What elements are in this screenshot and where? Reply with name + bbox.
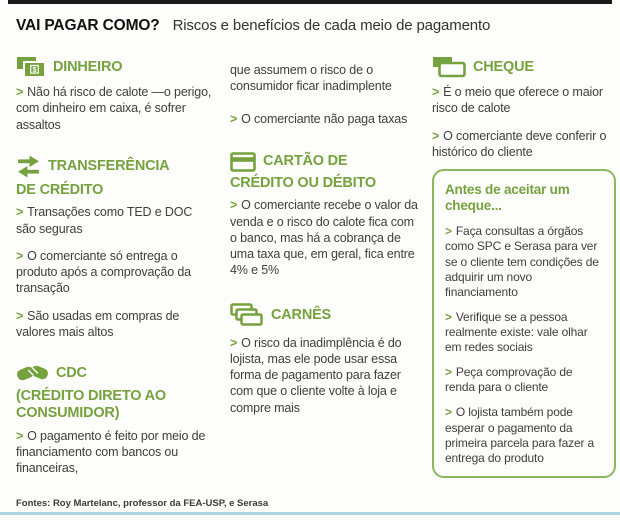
section-carnes: CARNÊS > O risco da inadimplência é do lo… <box>230 302 418 416</box>
booklets-icon <box>230 302 264 329</box>
section-title-cheque: CHEQUE <box>473 58 534 75</box>
bullet-item: > É o meio que oferece o maior risco de c… <box>432 84 616 117</box>
section-title-carnes: CARNÊS <box>271 307 332 324</box>
transfer-arrows-icon <box>16 154 41 179</box>
page-title: VAI PAGAR COMO? <box>16 17 160 34</box>
section-transferencia: TRANSFERÊNCIA DE CRÉDITO > Transações com… <box>16 154 214 340</box>
bullet-item: > Não há risco de calote —o perigo, com d… <box>16 84 214 133</box>
item-text: O comerciante deve conferir o histórico … <box>432 128 607 159</box>
item-text: Faça consultas a órgãos como SPC e Seras… <box>445 224 599 299</box>
bullet-item: > O comerciante recebe o valor da venda e… <box>230 197 418 278</box>
bullet-item: > O comerciante não paga taxas <box>230 111 418 127</box>
section-title-cdc: CDC <box>56 364 87 381</box>
cheque-tips-box: Antes de aceitar um cheque... > Faça cons… <box>432 169 616 478</box>
bullet-item: > Faça consultas a órgãos como SPC e Sera… <box>445 224 604 300</box>
bullet-icon: > <box>432 128 440 143</box>
cdc-continuation-text: que assumem o risco de o consumidor fica… <box>230 62 418 95</box>
bullet-icon: > <box>445 405 452 420</box>
column-1: $ DINHEIRO > Não há risco de calote —o pe… <box>16 56 214 497</box>
bullet-icon: > <box>16 85 24 99</box>
item-text: Peça comprovação de renda para o cliente <box>445 365 573 395</box>
bullet-icon: > <box>230 198 238 213</box>
bullet-icon: > <box>230 335 238 350</box>
bullet-item: > São usadas em compras de valores mais a… <box>16 308 214 341</box>
section-cheque: CHEQUE > É o meio que oferece o maior ris… <box>432 56 616 160</box>
bullet-item: > O comerciante só entrega o produto após… <box>16 248 214 297</box>
cheques-icon <box>432 56 466 78</box>
page-subtitle: Riscos e benefícios de cada meio de paga… <box>172 17 491 34</box>
item-text: Verifique se a pessoa realmente existe: … <box>445 309 588 355</box>
bullet-item: > O risco da inadimplência é do lojista, … <box>230 335 418 416</box>
section-title-cartao: CARTÃO DE <box>263 153 348 170</box>
bullet-icon: > <box>16 205 24 220</box>
handshake-icon <box>16 361 49 385</box>
section-dinheiro: $ DINHEIRO > Não há risco de calote —o pe… <box>16 56 214 133</box>
bullet-icon: > <box>445 309 452 324</box>
money-icon: $ <box>16 56 46 78</box>
bullet-icon: > <box>230 111 238 126</box>
credit-card-icon <box>230 151 256 172</box>
section-title-cartao-line2: CRÉDITO OU DÉBITO <box>230 174 376 191</box>
item-text: É o meio que oferece o maior risco de ca… <box>432 85 603 116</box>
svg-text:$: $ <box>33 67 37 74</box>
item-text: que assumem o risco de o consumidor fica… <box>230 63 392 94</box>
column-3: CHEQUE > É o meio que oferece o maior ris… <box>432 56 616 478</box>
item-text: Transações como TED e DOC são seguras <box>16 205 193 236</box>
bullet-icon: > <box>16 248 24 263</box>
item-text: O comerciante recebe o valor da venda e … <box>230 198 418 278</box>
tips-box-title: Antes de aceitar um cheque... <box>445 182 570 214</box>
bullet-icon: > <box>16 428 24 443</box>
section-cartao: CARTÃO DE CRÉDITO OU DÉBITO > O comercian… <box>230 151 418 279</box>
section-title-cdc-line2: (CRÉDITO DIRETO AO CONSUMIDOR) <box>16 388 167 421</box>
top-rule <box>8 0 612 4</box>
bullet-icon: > <box>16 308 24 323</box>
item-text: Não há risco de calote —o perigo, com di… <box>16 85 212 132</box>
bottom-rule <box>0 512 620 515</box>
item-text: O comerciante não paga taxas <box>241 111 408 126</box>
bullet-icon: > <box>432 85 440 99</box>
item-text: O comerciante só entrega o produto após … <box>16 248 191 296</box>
item-text: São usadas em compras de valores mais al… <box>16 308 180 339</box>
bullet-item: > O pagamento é feito por meio de financi… <box>16 428 214 477</box>
bullet-item: > Verifique se a pessoa realmente existe:… <box>445 310 604 355</box>
section-title-transferencia: TRANSFERÊNCIA <box>48 157 170 174</box>
item-text: O lojista também pode esperar o pagament… <box>445 405 595 465</box>
bullet-item: > O comerciante deve conferir o histórico… <box>432 128 616 161</box>
sources-note: Fontes: Roy Martelanc, professor da FEA-… <box>16 498 269 509</box>
bullet-item: > Peça comprovação de renda para o client… <box>445 365 604 395</box>
bullet-item: > O lojista também pode esperar o pagamen… <box>445 405 604 465</box>
header: VAI PAGAR COMO? Riscos e benefícios de c… <box>16 17 490 35</box>
bullet-item: > Transações como TED e DOC são seguras <box>16 204 214 237</box>
bullet-icon: > <box>445 365 452 380</box>
column-2: que assumem o risco de o consumidor fica… <box>230 56 418 437</box>
item-text: O risco da inadimplência é do lojista, m… <box>230 335 402 415</box>
section-title-transferencia-line2: DE CRÉDITO <box>16 181 104 198</box>
bullet-icon: > <box>445 224 452 239</box>
section-cdc: CDC (CRÉDITO DIRETO AO CONSUMIDOR) > O pa… <box>16 361 214 476</box>
section-title-dinheiro: DINHEIRO <box>53 58 123 75</box>
item-text: O pagamento é feito por meio de financia… <box>16 428 206 476</box>
